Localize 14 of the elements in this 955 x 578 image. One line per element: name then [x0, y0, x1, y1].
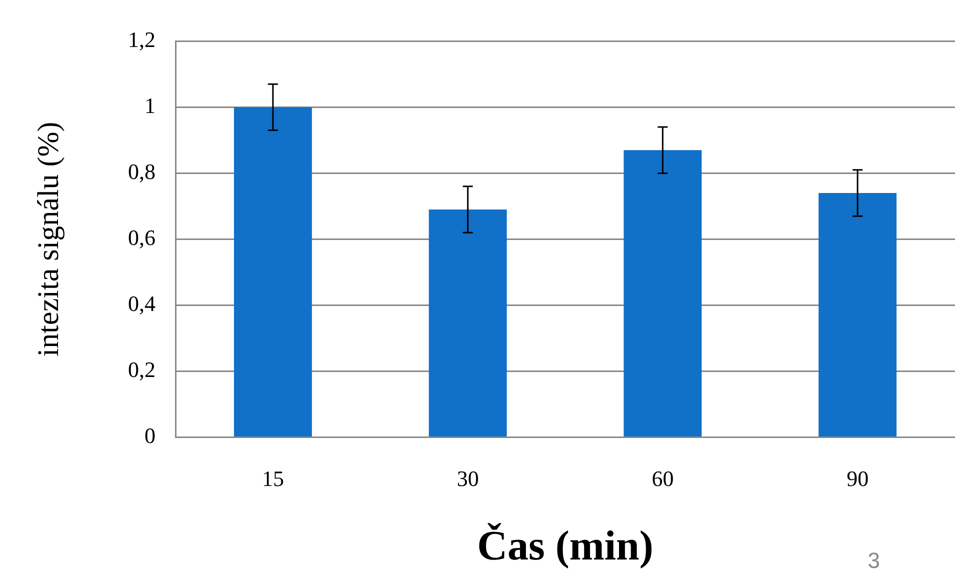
x-tick-label: 15 [262, 466, 284, 492]
y-axis-title: intezita signálu (%) [32, 122, 65, 357]
y-tick-label: 0 [144, 422, 156, 448]
x-tick-label: 90 [846, 466, 869, 492]
y-tick-label: 0,6 [128, 224, 156, 250]
x-tick-label: 60 [652, 466, 674, 492]
y-tick-label: 1 [144, 92, 156, 118]
x-tick-label: 30 [456, 466, 479, 492]
y-tick-label: 0,8 [128, 158, 156, 184]
y-tick-label: 1,2 [128, 26, 156, 52]
text: 3 [868, 548, 880, 574]
y-tick-label: 0,4 [128, 290, 156, 316]
x-axis-title: Čas (min) [477, 522, 654, 570]
y-tick-label: 0,2 [128, 356, 156, 382]
